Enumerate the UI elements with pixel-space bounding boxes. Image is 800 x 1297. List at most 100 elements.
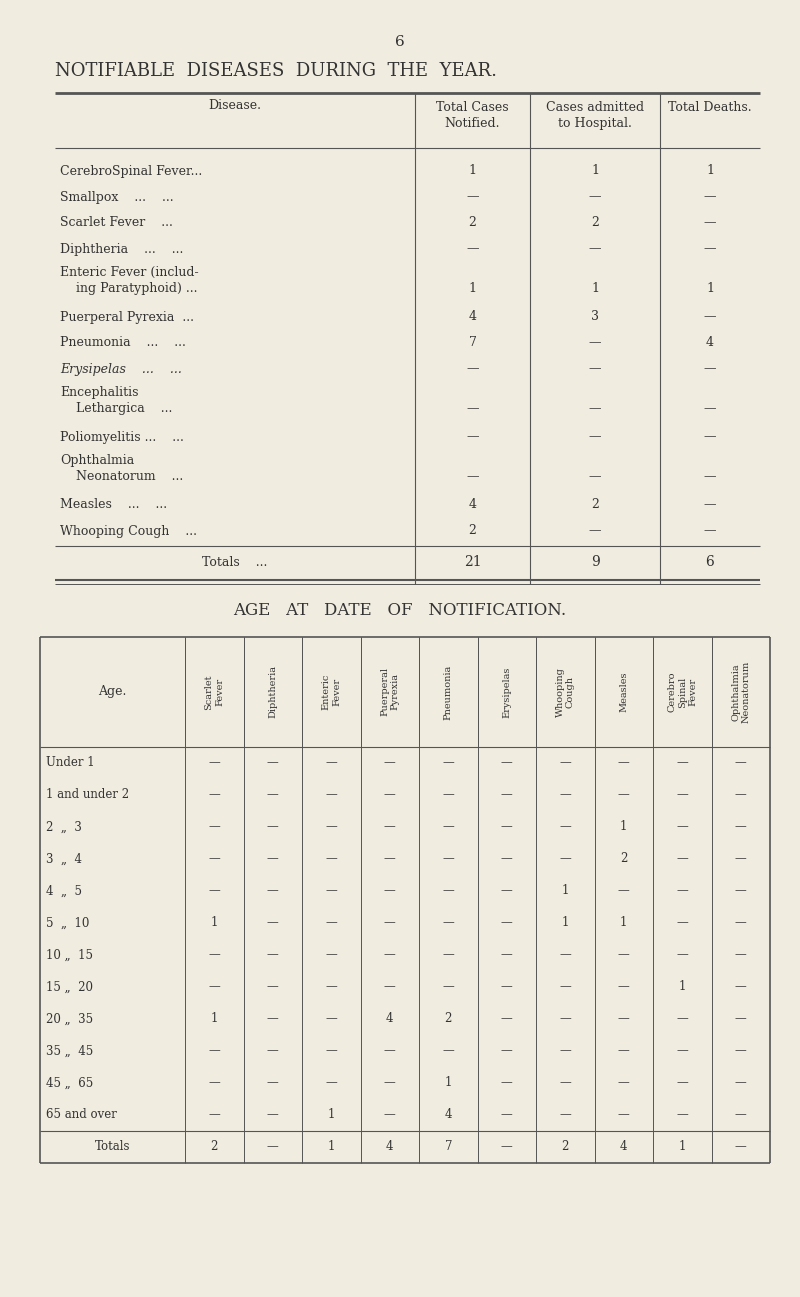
Text: —: —: [267, 917, 278, 930]
Text: —: —: [501, 1109, 513, 1122]
Text: —: —: [559, 948, 571, 961]
Text: —: —: [501, 1077, 513, 1089]
Text: —: —: [501, 789, 513, 802]
Text: Whooping Cough    ...: Whooping Cough ...: [60, 524, 197, 537]
Text: —: —: [384, 948, 396, 961]
Text: —: —: [735, 1077, 746, 1089]
Text: 1 and under 2: 1 and under 2: [46, 789, 129, 802]
Text: —: —: [676, 1044, 688, 1057]
Text: —: —: [466, 191, 478, 204]
Text: 7: 7: [445, 1140, 452, 1153]
Text: —: —: [326, 1044, 337, 1057]
Text: —: —: [442, 1044, 454, 1057]
Text: —: —: [589, 191, 602, 204]
Text: —: —: [676, 1077, 688, 1089]
Text: —: —: [442, 917, 454, 930]
Text: Lethargica    ...: Lethargica ...: [60, 402, 172, 415]
Text: Neonatorum    ...: Neonatorum ...: [60, 470, 183, 482]
Text: 6: 6: [395, 35, 405, 49]
Text: 1: 1: [706, 283, 714, 296]
Text: Cases admitted: Cases admitted: [546, 101, 644, 114]
Text: 2: 2: [562, 1140, 569, 1153]
Text: Poliomyelitis ...    ...: Poliomyelitis ... ...: [60, 431, 184, 444]
Text: —: —: [559, 1077, 571, 1089]
Text: —: —: [735, 948, 746, 961]
Text: —: —: [267, 981, 278, 994]
Text: —: —: [501, 1140, 513, 1153]
Text: —: —: [704, 402, 716, 415]
Text: —: —: [208, 821, 220, 834]
Text: —: —: [704, 191, 716, 204]
Text: Ophthalmia: Ophthalmia: [60, 454, 134, 467]
Text: —: —: [267, 1140, 278, 1153]
Text: 35 „  45: 35 „ 45: [46, 1044, 94, 1057]
Text: 1: 1: [620, 917, 627, 930]
Text: —: —: [326, 948, 337, 961]
Text: —: —: [676, 821, 688, 834]
Text: Totals    ...: Totals ...: [202, 555, 268, 568]
Text: —: —: [208, 789, 220, 802]
Text: —: —: [384, 1044, 396, 1057]
Text: —: —: [326, 1077, 337, 1089]
Text: —: —: [384, 1109, 396, 1122]
Text: —: —: [589, 402, 602, 415]
Text: Diphtheria: Diphtheria: [268, 665, 278, 719]
Text: 4: 4: [445, 1109, 452, 1122]
Text: —: —: [442, 948, 454, 961]
Text: Under 1: Under 1: [46, 756, 94, 769]
Text: 45 „  65: 45 „ 65: [46, 1077, 94, 1089]
Text: —: —: [589, 243, 602, 256]
Text: —: —: [618, 948, 630, 961]
Text: —: —: [384, 885, 396, 898]
Text: —: —: [267, 1077, 278, 1089]
Text: Age.: Age.: [98, 686, 126, 699]
Text: —: —: [501, 852, 513, 865]
Text: Ophthalmia
Neonatorum: Ophthalmia Neonatorum: [731, 661, 750, 724]
Text: 4: 4: [706, 336, 714, 349]
Text: —: —: [208, 885, 220, 898]
Text: 1: 1: [678, 1140, 686, 1153]
Text: —: —: [267, 756, 278, 769]
Text: —: —: [676, 917, 688, 930]
Text: —: —: [618, 1109, 630, 1122]
Text: —: —: [267, 821, 278, 834]
Text: —: —: [704, 217, 716, 230]
Text: —: —: [618, 789, 630, 802]
Text: 2: 2: [591, 217, 599, 230]
Text: Pneumonia: Pneumonia: [444, 664, 453, 720]
Text: Encephalitis: Encephalitis: [60, 387, 138, 399]
Text: —: —: [676, 756, 688, 769]
Text: —: —: [676, 948, 688, 961]
Text: —: —: [267, 1044, 278, 1057]
Text: 4: 4: [620, 1140, 627, 1153]
Text: —: —: [466, 471, 478, 484]
Text: 1: 1: [210, 1013, 218, 1026]
Text: —: —: [618, 981, 630, 994]
Text: Enteric
Fever: Enteric Fever: [322, 674, 341, 711]
Text: —: —: [384, 789, 396, 802]
Text: —: —: [676, 852, 688, 865]
Text: 2: 2: [591, 498, 599, 511]
Text: 1: 1: [591, 283, 599, 296]
Text: 7: 7: [469, 336, 477, 349]
Text: Enteric Fever (includ-: Enteric Fever (includ-: [60, 266, 198, 279]
Text: —: —: [208, 852, 220, 865]
Text: —: —: [735, 981, 746, 994]
Text: 4: 4: [469, 498, 477, 511]
Text: —: —: [559, 756, 571, 769]
Text: —: —: [735, 852, 746, 865]
Text: Scarlet
Fever: Scarlet Fever: [205, 674, 224, 709]
Text: ing Paratyphoid) ...: ing Paratyphoid) ...: [60, 281, 198, 294]
Text: —: —: [267, 948, 278, 961]
Text: —: —: [704, 431, 716, 444]
Text: —: —: [267, 1109, 278, 1122]
Text: —: —: [208, 948, 220, 961]
Text: Measles    ...    ...: Measles ... ...: [60, 498, 167, 511]
Text: —: —: [704, 310, 716, 323]
Text: 2  „  3: 2 „ 3: [46, 821, 82, 834]
Text: —: —: [326, 885, 337, 898]
Text: 20 „  35: 20 „ 35: [46, 1013, 93, 1026]
Text: —: —: [442, 821, 454, 834]
Text: Smallpox    ...    ...: Smallpox ... ...: [60, 191, 174, 204]
Text: 1: 1: [706, 165, 714, 178]
